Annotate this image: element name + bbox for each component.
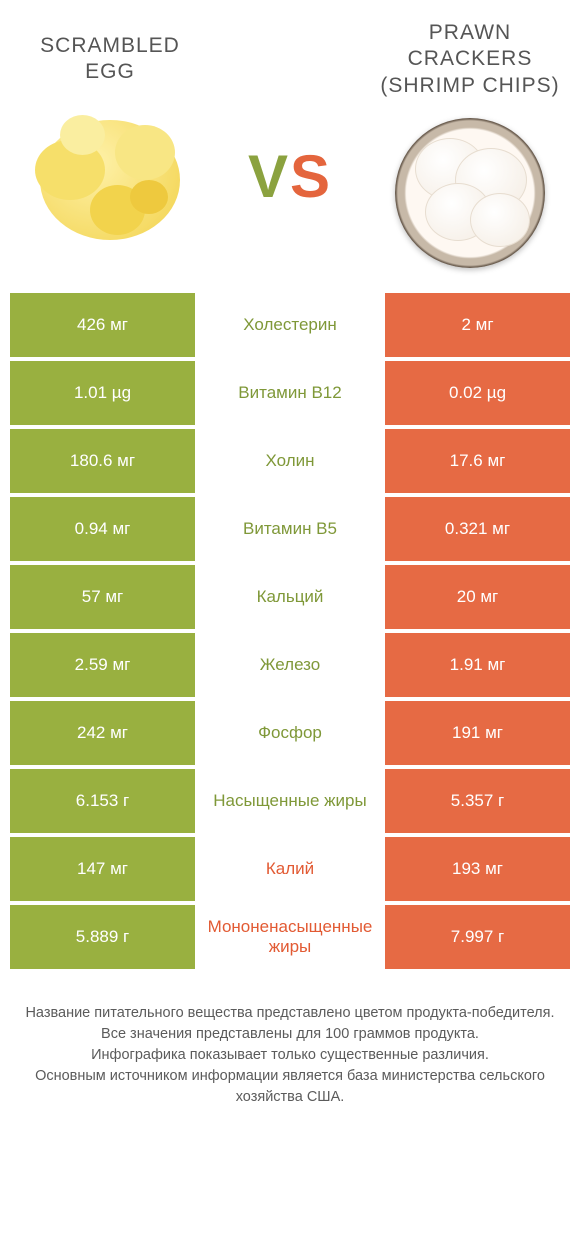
- prawn-crackers-icon: [395, 118, 545, 268]
- nutrient-label: Фосфор: [195, 701, 385, 765]
- table-row: 5.889 гМононенасыщенные жиры7.997 г: [10, 905, 570, 969]
- vs-s: S: [290, 143, 332, 210]
- value-left: 242 мг: [10, 701, 195, 765]
- footer-line-1: Название питательного вещества представл…: [22, 1003, 558, 1024]
- nutrient-label: Холестерин: [195, 293, 385, 357]
- value-right: 1.91 мг: [385, 633, 570, 697]
- comparison-table: 426 мгХолестерин2 мг1.01 µgВитамин B120.…: [10, 293, 570, 969]
- table-row: 2.59 мгЖелезо1.91 мг: [10, 633, 570, 697]
- value-left: 426 мг: [10, 293, 195, 357]
- table-row: 147 мгКалий193 мг: [10, 837, 570, 901]
- header: SCRAMBLED EGG VS PRAWN CRACKERS (SHRIMP …: [10, 20, 570, 283]
- scrambled-egg-icon: [35, 110, 185, 250]
- value-left: 2.59 мг: [10, 633, 195, 697]
- value-left: 5.889 г: [10, 905, 195, 969]
- value-left: 1.01 µg: [10, 361, 195, 425]
- footer-line-3: Инфографика показывает только существенн…: [22, 1045, 558, 1066]
- value-right: 20 мг: [385, 565, 570, 629]
- value-right: 0.02 µg: [385, 361, 570, 425]
- nutrient-label: Кальций: [195, 565, 385, 629]
- value-right: 5.357 г: [385, 769, 570, 833]
- product-left-image: [30, 100, 190, 260]
- footer-notes: Название питательного вещества представл…: [10, 1003, 570, 1108]
- table-row: 0.94 мгВитамин B50.321 мг: [10, 497, 570, 561]
- value-left: 6.153 г: [10, 769, 195, 833]
- table-row: 180.6 мгХолин17.6 мг: [10, 429, 570, 493]
- vs-label: VS: [248, 142, 332, 211]
- nutrient-label: Холин: [195, 429, 385, 493]
- footer-line-2: Все значения представлены для 100 граммо…: [22, 1024, 558, 1045]
- product-right: PRAWN CRACKERS (SHRIMP CHIPS): [380, 20, 560, 273]
- nutrient-label: Витамин B5: [195, 497, 385, 561]
- table-row: 426 мгХолестерин2 мг: [10, 293, 570, 357]
- value-right: 0.321 мг: [385, 497, 570, 561]
- value-right: 2 мг: [385, 293, 570, 357]
- value-right: 7.997 г: [385, 905, 570, 969]
- value-left: 147 мг: [10, 837, 195, 901]
- footer-line-4: Основным источником информации является …: [22, 1066, 558, 1108]
- nutrient-label: Витамин B12: [195, 361, 385, 425]
- nutrient-label: Калий: [195, 837, 385, 901]
- nutrient-label: Мононенасыщенные жиры: [195, 905, 385, 969]
- value-right: 191 мг: [385, 701, 570, 765]
- value-right: 193 мг: [385, 837, 570, 901]
- product-left-title: SCRAMBLED EGG: [20, 33, 200, 86]
- infographic-container: SCRAMBLED EGG VS PRAWN CRACKERS (SHRIMP …: [0, 0, 580, 1118]
- table-row: 242 мгФосфор191 мг: [10, 701, 570, 765]
- table-row: 1.01 µgВитамин B120.02 µg: [10, 361, 570, 425]
- value-right: 17.6 мг: [385, 429, 570, 493]
- vs-v: V: [248, 143, 290, 210]
- product-right-title: PRAWN CRACKERS (SHRIMP CHIPS): [380, 20, 560, 99]
- value-left: 180.6 мг: [10, 429, 195, 493]
- value-left: 57 мг: [10, 565, 195, 629]
- product-left: SCRAMBLED EGG: [20, 33, 200, 260]
- nutrient-label: Насыщенные жиры: [195, 769, 385, 833]
- table-row: 6.153 гНасыщенные жиры5.357 г: [10, 769, 570, 833]
- product-right-image: [390, 113, 550, 273]
- value-left: 0.94 мг: [10, 497, 195, 561]
- table-row: 57 мгКальций20 мг: [10, 565, 570, 629]
- nutrient-label: Железо: [195, 633, 385, 697]
